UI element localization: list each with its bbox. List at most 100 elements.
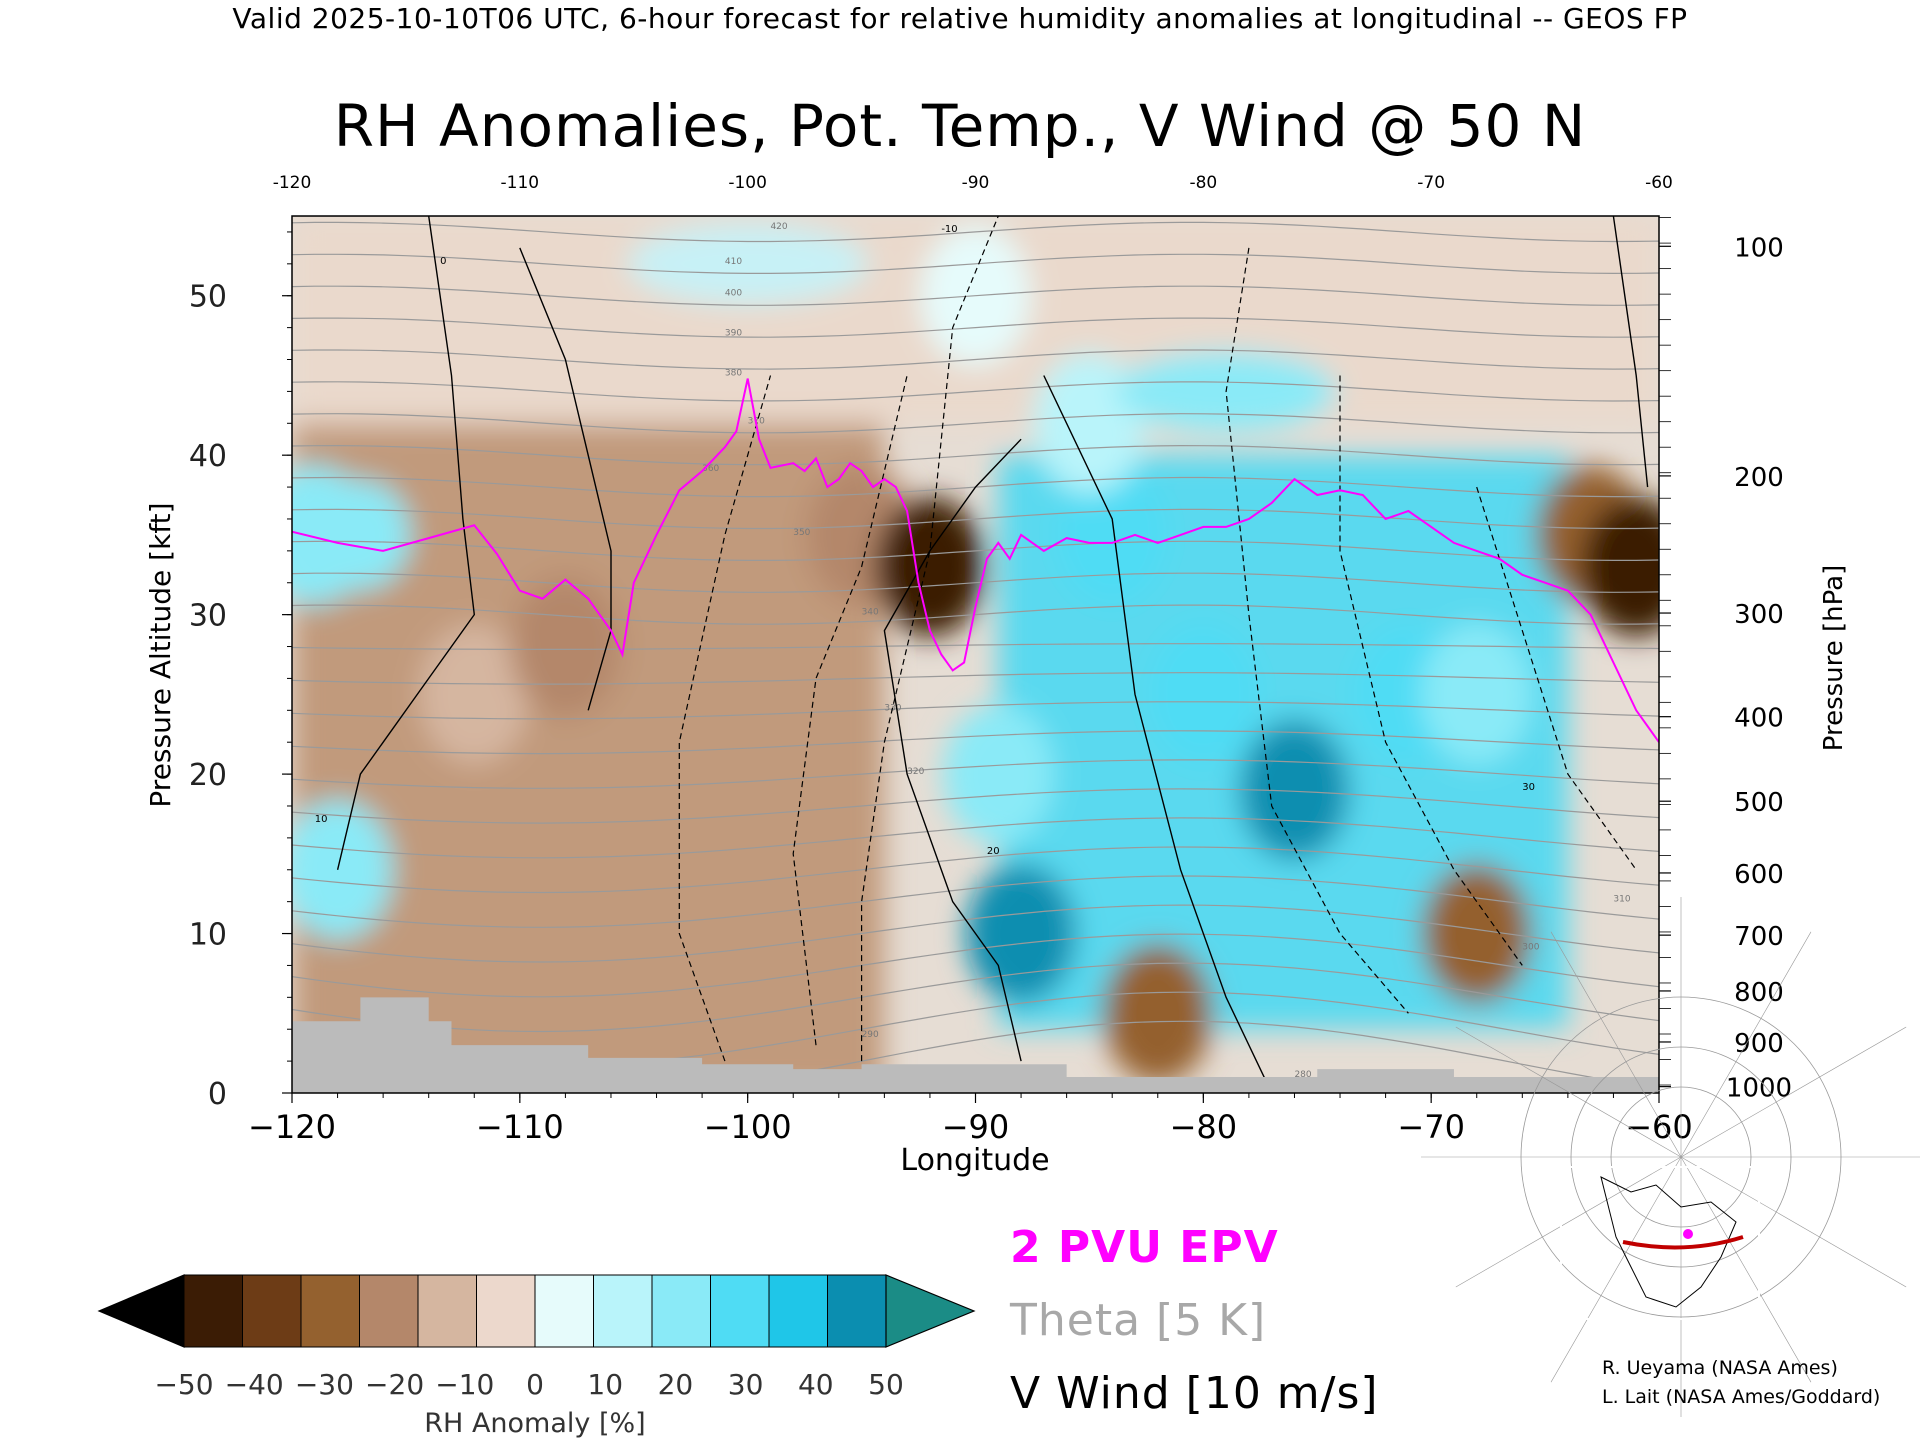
pressure-tick-label-9: 1000 (1726, 1074, 1792, 1104)
theta-line-6 (292, 846, 1659, 894)
pressure-tick-label-7: 800 (1734, 978, 1784, 1008)
colorbar-tick-0: −50 (154, 1368, 213, 1401)
theta-line-22 (292, 349, 1659, 370)
colorbar-tick-1: −40 (225, 1368, 284, 1401)
y2-axis-label: Pressure [hPa] (1819, 565, 1849, 752)
pressure-tick-label-8: 900 (1734, 1029, 1784, 1059)
theta-line-25 (292, 253, 1659, 275)
rh-anomaly-field (292, 216, 1659, 1093)
theta-label-400: 400 (725, 289, 742, 299)
colorbar-segment-11 (827, 1274, 887, 1348)
theta-contours: 2802903003103203303403503603703803904004… (292, 216, 1659, 1091)
rh-sample-10 (1239, 720, 1350, 861)
theta-label-420: 420 (770, 222, 787, 232)
vwind-solid-4 (1612, 216, 1649, 488)
inset-meridian-5 (1455, 1156, 1682, 1288)
vwind-solid-2 (883, 438, 1022, 1062)
colorbar-segment-10 (768, 1274, 828, 1348)
vwind-dashed-1 (792, 375, 908, 1046)
theta-label-320: 320 (907, 767, 924, 777)
inset-coastline (1600, 1176, 1737, 1308)
inset-location-map (1421, 897, 1920, 1417)
theta-line-21 (292, 381, 1659, 402)
rh-sample-12 (1421, 624, 1532, 765)
terrain-shape (292, 997, 1659, 1093)
inset-meridian-11 (1680, 1026, 1907, 1158)
vwind-label-3: 20 (987, 846, 1000, 857)
x-tick-label-5: −70 (1397, 1108, 1465, 1146)
theta-line-11 (292, 701, 1659, 720)
colorbar-segment-0 (183, 1274, 243, 1348)
theta-line-24 (292, 285, 1659, 306)
vwind-label-4: 30 (1522, 782, 1535, 793)
colorbar-segment-7 (593, 1274, 653, 1348)
colorbar-segment-6 (534, 1274, 594, 1348)
pvu-contour (292, 378, 1659, 743)
theta-line-15 (292, 572, 1659, 593)
top-tick-label-1: -110 (501, 173, 540, 193)
y-tick-label-3: 30 (189, 599, 227, 634)
inset-meridian-1 (1680, 1156, 1907, 1288)
theta-line-10 (292, 730, 1659, 755)
colorbar: −50 −40 −30 −20 −10 0 10 20 30 40 50 RH Anomaly [%] (97, 1274, 976, 1439)
theta-label-290: 290 (862, 1030, 879, 1040)
colorbar-segment-8 (651, 1274, 711, 1348)
rh-sample-6 (943, 704, 1054, 845)
theta-label-360: 360 (702, 464, 719, 474)
theta-line-20 (292, 413, 1659, 434)
vwind-solid-3 (1043, 375, 1273, 1093)
vwind-solid-0 (336, 216, 476, 870)
vwind-label-2: 10 (315, 814, 328, 825)
y-tick-label-2: 20 (189, 758, 227, 793)
inset-bg (1561, 1167, 1759, 1319)
x-axis-label: Longitude (900, 1143, 1049, 1178)
theta-line-23 (292, 317, 1659, 338)
pressure-tick-label-3: 400 (1734, 704, 1784, 734)
legend-epv: 2 PVU EPV (1010, 1222, 1279, 1273)
theta-label-310: 310 (1613, 895, 1630, 905)
y-axis-label: Pressure Altitude [kft] (144, 502, 177, 807)
theta-label-350: 350 (793, 528, 810, 538)
theta-label-410: 410 (725, 257, 742, 267)
x-tick-label-2: −100 (704, 1108, 792, 1146)
pressure-tick-label-4: 500 (1734, 788, 1784, 818)
inset-meridian-2 (1680, 1156, 1812, 1383)
top-tick-label-3: -90 (962, 173, 990, 193)
colorbar-segment-5 (476, 1274, 536, 1348)
colorbar-label: RH Anomaly [%] (424, 1408, 645, 1439)
theta-line-4 (292, 904, 1659, 963)
rh-sample-8 (1057, 464, 1168, 605)
theta-line-16 (292, 540, 1659, 561)
x-tick-label-1: −110 (476, 1108, 564, 1146)
theta-line-19 (292, 444, 1659, 466)
rh-sample-5 (874, 496, 985, 637)
top-tick-label-6: -60 (1645, 173, 1673, 193)
theta-line-3 (292, 933, 1659, 998)
colorbar-tick-3: −20 (365, 1368, 424, 1401)
inset-meridian-7 (1455, 1026, 1682, 1158)
theta-line-14 (292, 604, 1659, 625)
theta-line-12 (292, 672, 1659, 685)
credit-author-1: R. Ueyama (NASA Ames) (1602, 1357, 1838, 1379)
colorbar-segment-9 (710, 1274, 770, 1348)
colorbar-segment-2 (300, 1274, 360, 1348)
legend-vwind: V Wind [10 m/s] (1010, 1368, 1379, 1419)
y-tick-label-1: 10 (189, 918, 227, 953)
theta-line-2 (292, 962, 1659, 1033)
theta-label-390: 390 (725, 329, 742, 339)
axes: −120-120−110-110−100-100−90-90−80-80−70-… (144, 173, 1849, 1178)
top-tick-label-2: -100 (728, 173, 767, 193)
colorbar-segment-3 (359, 1274, 419, 1348)
theta-label-340: 340 (862, 608, 879, 618)
rh-sample-9 (1148, 624, 1259, 765)
pressure-tick-label-6: 700 (1734, 922, 1784, 952)
vwind-solid-1 (519, 247, 612, 711)
inset-location-dot (1683, 1229, 1693, 1239)
theta-line-13 (292, 643, 1659, 650)
y-tick-label-0: 0 (208, 1077, 227, 1112)
theta-line-5 (292, 875, 1659, 928)
colorbar-segment-4 (417, 1274, 477, 1348)
top-tick-label-5: -70 (1417, 173, 1445, 193)
credit-author-2: L. Lait (NASA Ames/Goddard) (1602, 1386, 1881, 1408)
